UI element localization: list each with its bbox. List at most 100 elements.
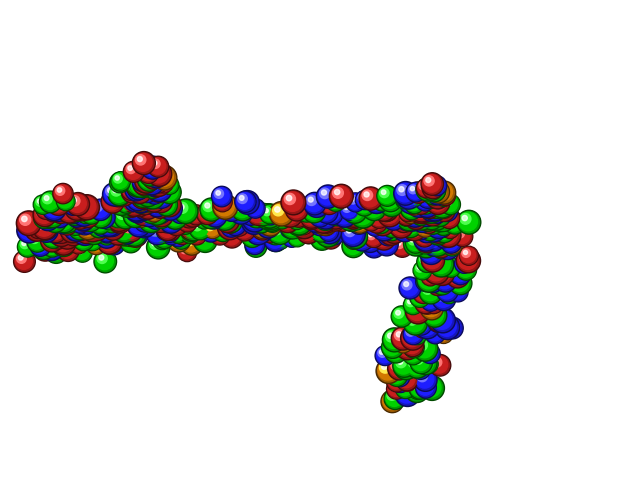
Circle shape [389,374,399,384]
Circle shape [134,219,143,228]
Circle shape [50,203,66,218]
Circle shape [124,161,145,182]
Circle shape [169,228,188,247]
Circle shape [109,184,127,202]
Circle shape [371,213,394,236]
Circle shape [95,204,99,208]
Circle shape [44,228,63,247]
Circle shape [311,208,335,233]
Circle shape [427,183,442,198]
Circle shape [128,166,132,170]
Circle shape [425,274,435,284]
Circle shape [19,213,38,232]
Circle shape [85,208,90,212]
Circle shape [51,204,60,213]
Circle shape [207,224,211,228]
Circle shape [426,204,430,208]
Circle shape [150,159,160,168]
Circle shape [425,185,436,195]
Circle shape [38,220,54,237]
Circle shape [424,200,442,219]
Circle shape [425,295,429,300]
Circle shape [333,213,349,228]
Circle shape [430,205,448,223]
Circle shape [140,174,156,191]
Circle shape [33,195,52,215]
Circle shape [421,201,442,222]
Circle shape [403,196,411,205]
Circle shape [442,221,458,238]
Circle shape [358,233,366,241]
Circle shape [401,212,406,216]
Circle shape [395,213,412,229]
Circle shape [68,217,91,240]
Circle shape [278,202,303,227]
Circle shape [131,216,152,236]
Circle shape [107,207,131,231]
Circle shape [437,190,446,199]
Circle shape [77,216,99,238]
Circle shape [430,201,434,205]
Circle shape [157,222,174,239]
Circle shape [385,339,402,356]
Circle shape [202,208,212,219]
Circle shape [407,208,418,219]
Circle shape [316,222,340,247]
Circle shape [202,200,220,218]
Circle shape [413,208,417,212]
Circle shape [381,204,390,213]
Circle shape [431,212,436,217]
Circle shape [203,224,212,233]
Circle shape [415,233,436,254]
Circle shape [63,203,81,220]
Circle shape [131,199,136,204]
Circle shape [127,201,131,206]
Circle shape [160,176,179,194]
Circle shape [260,210,264,215]
Circle shape [247,221,269,243]
Circle shape [148,238,166,256]
Circle shape [426,257,430,261]
Circle shape [79,207,95,224]
Circle shape [404,219,409,225]
Circle shape [42,230,60,249]
Circle shape [260,223,280,243]
Circle shape [152,166,177,190]
Circle shape [61,216,66,221]
Circle shape [321,216,324,220]
Circle shape [430,261,454,286]
Circle shape [429,204,439,214]
Circle shape [51,203,69,220]
Circle shape [429,184,440,195]
Circle shape [342,224,364,245]
Circle shape [269,228,274,233]
Circle shape [145,180,155,190]
Circle shape [417,196,433,211]
Circle shape [40,224,45,229]
Circle shape [366,191,387,212]
Circle shape [341,209,350,218]
Circle shape [97,227,116,247]
Circle shape [291,215,296,219]
Circle shape [205,221,220,236]
Circle shape [261,216,272,226]
Circle shape [222,218,240,236]
Circle shape [83,226,93,236]
Circle shape [71,221,92,240]
Circle shape [318,216,323,221]
Circle shape [115,176,119,180]
Circle shape [292,219,296,224]
Circle shape [84,223,104,243]
Circle shape [403,328,422,347]
Circle shape [160,225,164,229]
Circle shape [109,210,127,227]
Circle shape [426,214,451,239]
Circle shape [132,176,153,196]
Circle shape [151,192,170,209]
Circle shape [408,205,423,220]
Circle shape [115,192,137,213]
Circle shape [57,218,61,223]
Circle shape [49,228,68,249]
Circle shape [377,200,397,221]
Circle shape [35,239,54,258]
